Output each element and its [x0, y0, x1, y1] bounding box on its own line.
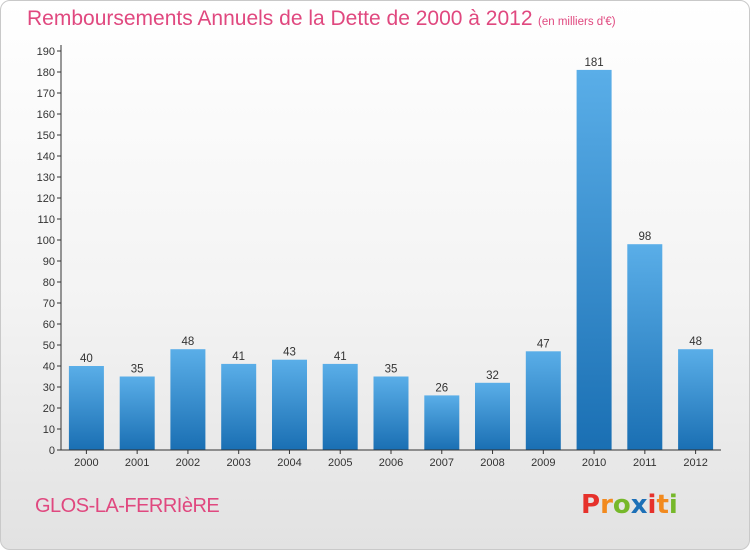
data-label-2004: 43: [283, 347, 296, 359]
chart-subtitle: (en milliers d'€): [538, 16, 616, 28]
y-tick-label: 180: [37, 67, 55, 79]
x-tick-label-2004: 2004: [277, 457, 301, 469]
y-tick-label: 70: [43, 298, 55, 310]
y-tick-label: 0: [49, 445, 55, 457]
y-tick-label: 130: [37, 172, 55, 184]
x-tick-label-2010: 2010: [582, 457, 606, 469]
x-tick-label-2000: 2000: [74, 457, 98, 469]
data-label-2003: 41: [232, 351, 245, 363]
y-tick-label: 100: [37, 235, 55, 247]
data-label-2008: 32: [486, 370, 499, 382]
x-tick-label-2011: 2011: [633, 457, 657, 469]
y-tick-label: 140: [37, 151, 55, 163]
data-label-2002: 48: [182, 336, 195, 348]
data-label-2005: 41: [334, 351, 347, 363]
logo-letter: x: [630, 490, 648, 520]
y-tick-label: 80: [43, 277, 55, 289]
x-tick-label-2001: 2001: [125, 457, 149, 469]
bars-group: 40 35 48 41 43 41 35 26 32 47 181 98 48: [68, 57, 714, 451]
logo-letter: i: [668, 490, 678, 520]
x-tick-label-2005: 2005: [328, 457, 352, 469]
y-tick-label: 30: [43, 382, 55, 394]
proxiti-logo: Proxiti: [581, 490, 678, 520]
logo-letter: o: [612, 490, 631, 520]
bar-2002: [170, 349, 206, 450]
data-label-2006: 35: [385, 364, 398, 376]
y-tick-label: 190: [37, 46, 55, 58]
bar-2011: [627, 244, 663, 450]
data-label-2009: 47: [537, 338, 550, 350]
x-tick-label-2009: 2009: [531, 457, 555, 469]
bar-2000: [68, 366, 104, 450]
y-tick-label: 40: [43, 361, 55, 373]
x-axis: 2000 2001 2002 2003 2004 2005 2006 2007 2008 2009…: [61, 449, 721, 469]
bar-2003: [221, 363, 257, 450]
chart-title: Remboursements Annuels de la Dette de 20…: [27, 7, 533, 30]
logo-letter: i: [647, 490, 657, 520]
commune-name: GLOS-LA-FERRIèRE: [35, 495, 220, 517]
x-tick-label-2012: 2012: [683, 457, 707, 469]
x-tick-label-2003: 2003: [226, 457, 250, 469]
data-label-2000: 40: [80, 353, 93, 365]
y-tick-label: 50: [43, 340, 55, 352]
bar-2008: [475, 382, 510, 450]
bar-2010: [576, 69, 612, 451]
y-tick-label: 170: [37, 88, 55, 100]
data-label-2001: 35: [131, 364, 144, 376]
data-label-2012: 48: [689, 336, 702, 348]
bar-2007: [424, 395, 460, 450]
x-tick-label-2007: 2007: [430, 457, 454, 469]
logo-letter: t: [656, 490, 669, 520]
bar-2001: [119, 376, 155, 450]
bar-2006: [373, 376, 409, 450]
x-tick-label-2006: 2006: [379, 457, 403, 469]
logo-letter: P: [581, 490, 601, 520]
y-tick-label: 60: [43, 319, 55, 331]
y-tick-label: 150: [37, 130, 55, 142]
bar-2009: [525, 351, 561, 450]
x-tick-label-2002: 2002: [176, 457, 200, 469]
y-tick-label: 110: [37, 214, 55, 226]
bar-2005: [322, 363, 358, 450]
y-tick-label: 160: [37, 109, 55, 121]
y-tick-label: 120: [37, 193, 55, 205]
data-label-2010: 181: [584, 57, 603, 69]
y-tick-label: 10: [43, 424, 55, 436]
x-tick-label-2008: 2008: [480, 457, 504, 469]
bar-2012: [678, 349, 714, 450]
data-label-2011: 98: [638, 231, 651, 243]
y-tick-label: 20: [43, 403, 55, 415]
y-axis: 0 10 20 30 40 50 60 70 80 90 100 110 120 130 140 150 160…: [37, 45, 62, 457]
bar-2004: [272, 359, 307, 450]
data-label-2007: 26: [435, 382, 448, 394]
y-tick-label: 90: [43, 256, 55, 268]
logo-letter: r: [600, 490, 613, 520]
